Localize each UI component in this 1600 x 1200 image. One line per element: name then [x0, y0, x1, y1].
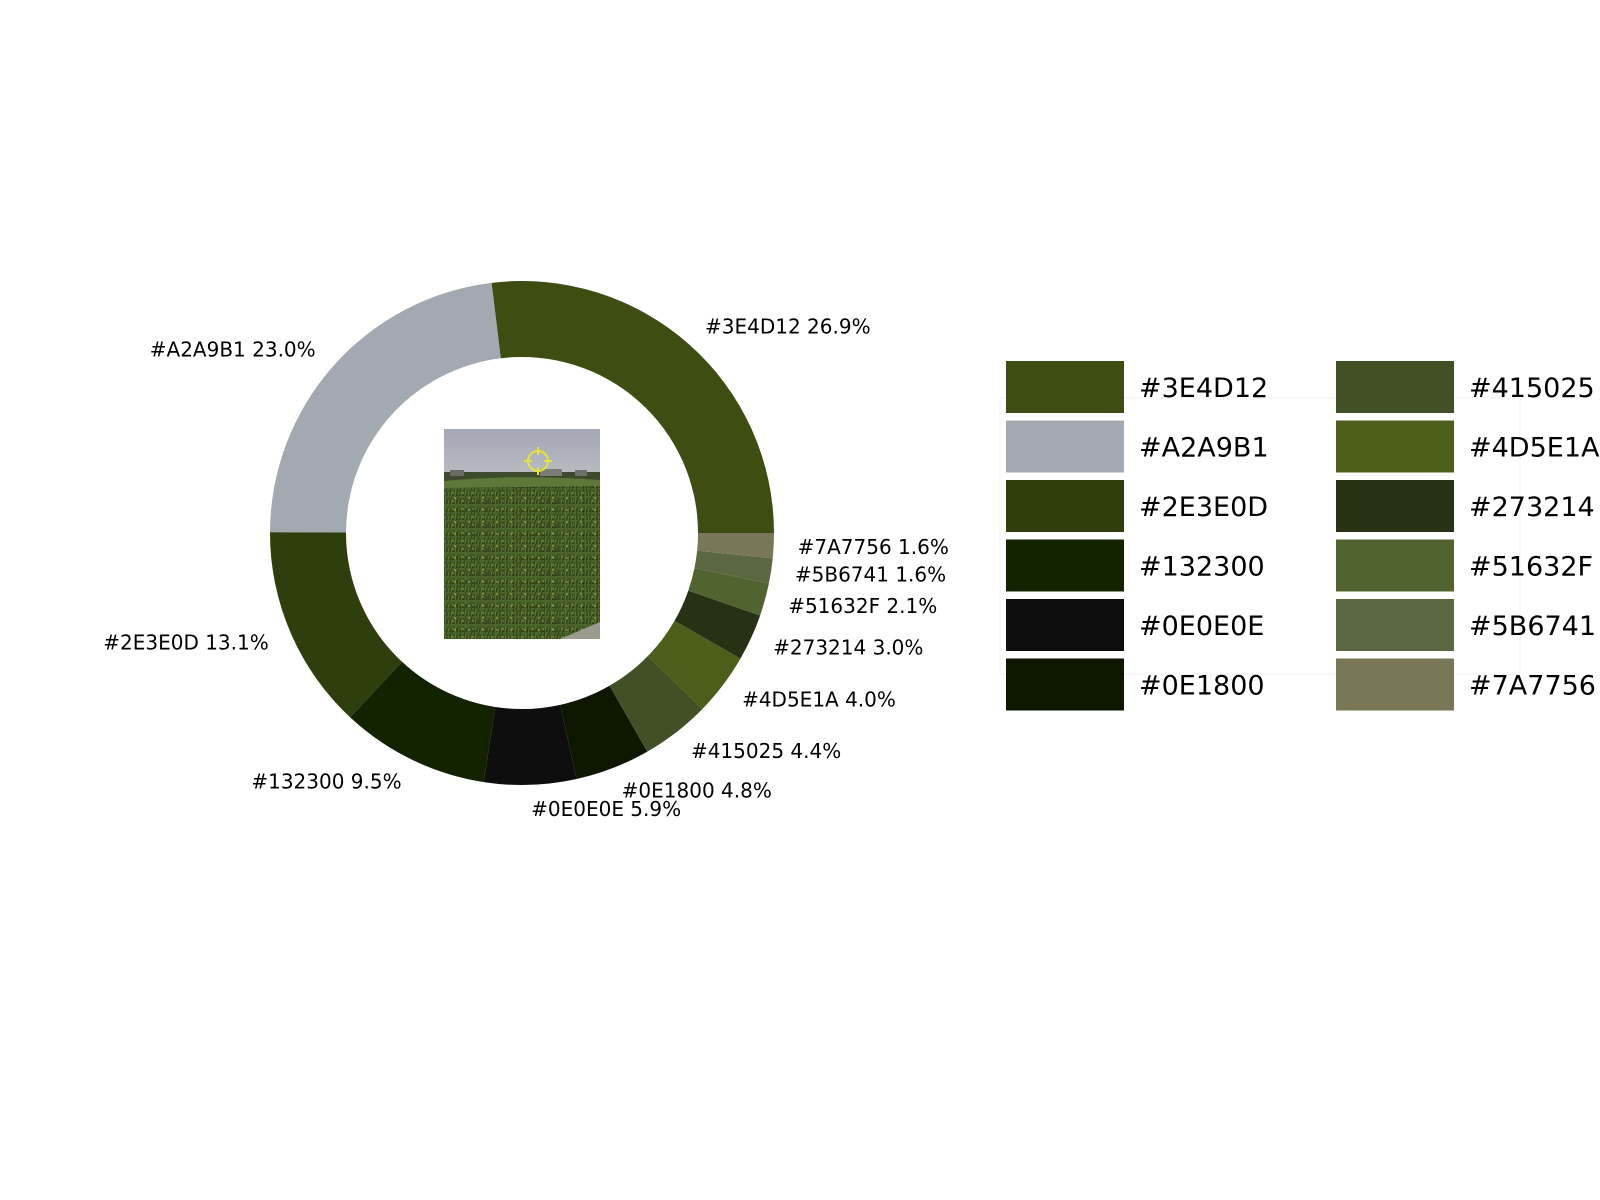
slice-label-273214: #273214 3.0%: [773, 635, 923, 659]
slice-a2a9b1: [270, 282, 501, 533]
legend-label-a2a9b1: #A2A9B1: [1139, 433, 1269, 464]
slice-label-7a7756: #7A7756 1.6%: [798, 535, 949, 559]
legend-swatch-2e3e0d: [1006, 480, 1124, 532]
slice-label-2e3e0d: #2E3E0D 13.1%: [103, 631, 269, 655]
slice-label-0e1800: #0E1800 4.8%: [622, 778, 772, 802]
legend-item-4d5e1a: #4D5E1A: [1336, 420, 1600, 473]
slice-labels: #3E4D12 26.9% #A2A9B1 23.0% #2E3E0D 13.1% #…: [103, 314, 949, 820]
legend-item-a2a9b1: #A2A9B1: [1006, 420, 1269, 473]
legend-swatch-0e0e0e: [1006, 599, 1124, 651]
legend-swatch-0e1800: [1006, 658, 1124, 711]
slice-0e0e0e: [483, 704, 577, 785]
legend-label-51632f: #51632F: [1469, 552, 1593, 583]
legend-label-5b6741: #5B6741: [1469, 611, 1596, 642]
donut-slices: [270, 281, 775, 785]
legend-frame: [999, 397, 1521, 675]
center-thumbnail-image: [444, 429, 600, 639]
legend-swatch-7a7756: [1336, 658, 1454, 711]
legend-item-51632f: #51632F: [1336, 539, 1593, 592]
legend-item-273214: #273214: [1336, 480, 1595, 532]
legend-label-273214: #273214: [1469, 492, 1595, 523]
slice-415025: [609, 655, 703, 752]
legend-label-2e3e0d: #2E3E0D: [1139, 492, 1268, 523]
legend-swatch-4d5e1a: [1336, 420, 1454, 473]
legend-item-2e3e0d: #2E3E0D: [1006, 480, 1268, 532]
slice-label-4d5e1a: #4D5E1A 4.0%: [742, 688, 896, 712]
legend-label-3e4d12: #3E4D12: [1139, 373, 1268, 404]
legend-label-0e1800: #0E1800: [1139, 671, 1265, 702]
slice-273214: [674, 590, 761, 659]
slice-label-51632f: #51632F 2.1%: [788, 594, 937, 618]
slice-4d5e1a: [647, 620, 741, 710]
slice-label-415025: #415025 4.4%: [691, 739, 841, 763]
legend-swatch-51632f: [1336, 539, 1454, 592]
legend-swatch-3e4d12: [1006, 361, 1124, 413]
slice-label-a2a9b1: #A2A9B1 23.0%: [150, 338, 316, 362]
legend-swatch-5b6741: [1336, 599, 1454, 651]
legend-item-0e0e0e: #0E0E0E: [1006, 599, 1264, 651]
legend-item-3e4d12: #3E4D12: [1006, 361, 1268, 413]
legend-item-5b6741: #5B6741: [1336, 599, 1596, 651]
slice-label-0e0e0e: #0E0E0E 5.9%: [531, 797, 681, 821]
legend-label-4d5e1a: #4D5E1A: [1469, 433, 1600, 464]
legend-label-7a7756: #7A7756: [1469, 671, 1596, 702]
legend-swatch-273214: [1336, 480, 1454, 532]
slice-0e1800: [560, 685, 648, 780]
slice-label-3e4d12: #3E4D12 26.9%: [705, 314, 871, 338]
slice-2e3e0d: [270, 532, 403, 718]
legend-item-415025: #415025: [1336, 361, 1595, 413]
slice-7a7756: [697, 533, 774, 559]
legend-item-0e1800: #0E1800: [1006, 658, 1265, 711]
slice-3e4d12: [491, 281, 775, 533]
slice-51632f: [688, 568, 769, 616]
legend-item-7a7756: #7A7756: [1336, 658, 1596, 711]
slice-132300: [350, 661, 496, 783]
slice-5b6741: [694, 550, 773, 584]
slice-label-5b6741: #5B6741 1.6%: [795, 563, 946, 587]
legend-label-415025: #415025: [1469, 373, 1595, 404]
legend-swatch-132300: [1006, 539, 1124, 592]
legend-swatch-a2a9b1: [1006, 420, 1124, 473]
legend-label-132300: #132300: [1139, 552, 1265, 583]
legend-label-0e0e0e: #0E0E0E: [1139, 611, 1264, 642]
slice-label-132300: #132300 9.5%: [251, 769, 401, 793]
legend: #3E4D12 #A2A9B1 #2E3E0D #132300 #0E0E0E #0E18…: [1006, 361, 1600, 711]
legend-item-132300: #132300: [1006, 539, 1265, 592]
legend-swatch-415025: [1336, 361, 1454, 413]
